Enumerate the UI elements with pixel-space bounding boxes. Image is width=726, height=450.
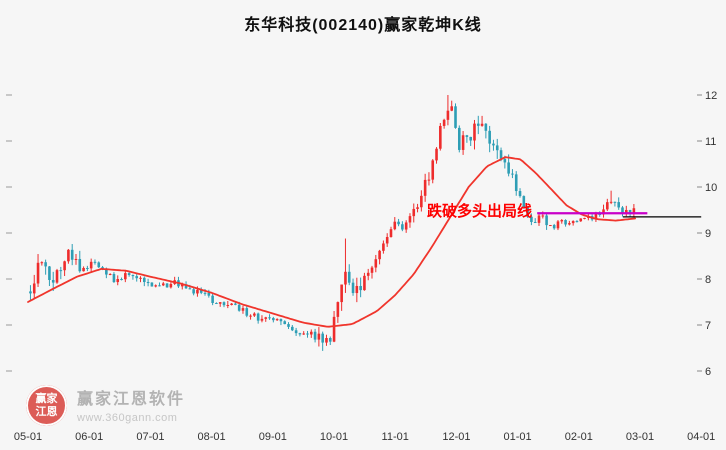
svg-text:10: 10 [705,182,717,194]
svg-text:8: 8 [705,274,711,286]
svg-text:04-01: 04-01 [687,431,715,443]
svg-text:02-01: 02-01 [565,431,593,443]
svg-text:03-01: 03-01 [626,431,654,443]
brand-url: www.360gann.com [77,412,178,424]
svg-text:6: 6 [705,366,711,378]
chart-title: 东华科技(002140)赢家乾坤K线 [244,17,482,34]
svg-text:06-01: 06-01 [75,431,103,443]
brand-logo-text-bottom: 江恩 [35,405,58,418]
brand-logo-text-top: 赢家 [35,392,58,405]
svg-text:11-01: 11-01 [382,431,409,443]
svg-text:09-01: 09-01 [259,431,287,443]
svg-text:01-01: 01-01 [504,431,532,443]
svg-text:12-01: 12-01 [442,431,470,443]
svg-text:7: 7 [705,320,711,332]
brand-name: 赢家江恩软件 [77,391,186,408]
svg-text:9: 9 [705,228,711,240]
brand-logo-icon: 赢家 江恩 [26,385,67,426]
svg-text:07-01: 07-01 [136,431,164,443]
exit-line-label: 跌破多头出局线 [426,203,532,220]
svg-text:08-01: 08-01 [198,431,226,443]
svg-text:05-01: 05-01 [14,431,42,443]
brand-watermark: 赢家 江恩 赢家江恩软件 www.360gann.com [26,385,185,426]
svg-text:10-01: 10-01 [320,431,348,443]
svg-text:11: 11 [705,136,716,148]
svg-text:12: 12 [705,90,717,102]
